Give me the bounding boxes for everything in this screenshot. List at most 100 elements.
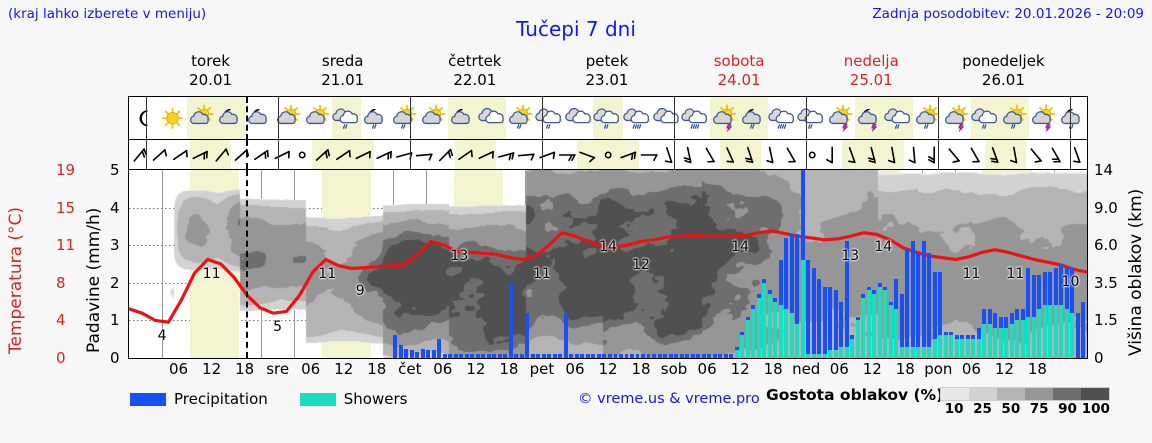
current-time-marker [246, 140, 249, 169]
precipitation-bar [795, 233, 800, 325]
precipitation-bar [619, 354, 623, 358]
x-axis-tick: 12 [598, 360, 618, 378]
wind-barb [781, 140, 801, 169]
precipitation-bar [552, 354, 557, 358]
precipitation-bar [1031, 275, 1036, 317]
precipitation-bar [877, 282, 882, 287]
cloud-height-tick: 0 [1094, 349, 1104, 367]
showers-bar [762, 282, 767, 358]
precipitation-bar [459, 354, 464, 358]
wind-barb [374, 140, 394, 169]
cloudy-light-rain-icon [796, 97, 826, 140]
showers-bar [1026, 316, 1031, 358]
precipitation-bar [756, 294, 761, 298]
precipitation-bar [740, 331, 745, 336]
precipitation-bar [641, 354, 645, 358]
x-axis-tick: 12 [202, 360, 222, 378]
precipitation-bar [492, 354, 497, 358]
cloud-density-ramp: 10 25 50 75 90 100 [940, 387, 1114, 417]
precipitation-bar [965, 335, 970, 340]
precipitation-bar [679, 354, 684, 358]
wind-barb [842, 140, 863, 169]
precipitation-bar [767, 290, 772, 295]
precipitation-bar [971, 335, 976, 340]
precipitation-bar [481, 354, 486, 358]
x-axis-tick: 06 [301, 360, 321, 378]
precipitation-bar [608, 354, 612, 358]
precipitation-bar [635, 354, 640, 358]
showers-bar [927, 346, 932, 358]
showers-bar [833, 350, 838, 358]
wind-barb [537, 140, 557, 169]
sun-partly-cloudy-icon [419, 97, 448, 140]
precipitation-bar [393, 335, 398, 358]
wind-barb [618, 140, 639, 169]
wind-barb [272, 140, 292, 169]
moon-partly-cloudy-icon [216, 97, 246, 140]
precipitation-bar [833, 290, 838, 351]
wind-barb [1067, 140, 1087, 169]
precipitation-bar [690, 354, 695, 358]
showers-bar [1009, 324, 1014, 358]
wind-barb [394, 140, 414, 169]
cloudy-icon [564, 97, 593, 140]
precipitation-bar [701, 354, 706, 358]
cloud-height-tick: 3.5 [1094, 273, 1118, 292]
precipitation-bar [470, 354, 475, 358]
day-header-sobota: sobota 24.01 [673, 52, 805, 90]
precipitation-bar [541, 354, 546, 358]
wind-barb [761, 140, 781, 169]
wind-barb [1046, 140, 1066, 169]
cloud-density-tick: 10 [944, 401, 964, 417]
precipitation-bar [866, 286, 871, 291]
precipitation-bar [1037, 275, 1042, 310]
cloud-density-ramp-step [1081, 388, 1109, 400]
x-axis-tick: pon [924, 360, 953, 378]
day-separator [542, 140, 543, 169]
cloudy-rain-icon [767, 97, 797, 140]
precipitation-axis-label: Padavine (mm/h) [84, 207, 104, 353]
showers-bar [949, 335, 954, 358]
precipitation-bar [850, 335, 855, 340]
precipitation-bar [927, 252, 932, 347]
precipitation-bar [916, 252, 921, 347]
wind-barb [659, 140, 679, 169]
sun-cloudy-light-rain-icon [913, 97, 942, 140]
precipitation-bar [745, 316, 750, 321]
day-separator [278, 97, 279, 140]
precipitation-bar [508, 282, 513, 358]
showers-bar [1053, 305, 1058, 358]
day-date: 20.01 [189, 71, 233, 89]
wind-barb [455, 140, 476, 169]
precipitation-bar [563, 312, 568, 358]
precipitation-bar [1009, 312, 1014, 325]
precipitation-bar [976, 327, 981, 340]
sun-cloudy-thunderstorm-icon [826, 97, 855, 140]
day-header-ponedeljek: ponedeljek 26.01 [937, 52, 1069, 90]
precipitation-bar [888, 301, 893, 306]
cloud-height-tick: 6.0 [1094, 236, 1118, 255]
precipitation-bar [558, 354, 563, 358]
precipitation-bar [762, 279, 767, 283]
temperature-line [129, 229, 1087, 324]
precipitation-tick: 4 [110, 198, 120, 217]
showers-bar [789, 312, 794, 358]
precipitation-bar [987, 309, 992, 325]
precipitation-bar [905, 248, 910, 347]
precipitation-bar [453, 354, 458, 358]
wind-barb [700, 140, 720, 169]
current-time-marker [246, 97, 249, 140]
precipitation-tick: 3 [110, 236, 120, 255]
wind-barb [353, 140, 374, 169]
x-axis-tick: sob [660, 360, 688, 378]
precipitation-bar [652, 354, 656, 358]
precipitation-bar [839, 301, 844, 347]
x-axis-tick: 06 [169, 360, 189, 378]
day-date: 23.01 [585, 71, 629, 89]
credit-link[interactable]: © vreme.us & vreme.pro [578, 391, 760, 407]
precipitation-tick: 0 [110, 349, 120, 367]
precipitation-bar [420, 348, 425, 358]
moon-clear-icon [129, 97, 158, 140]
showers-bar [828, 350, 833, 358]
wind-barb [985, 140, 1006, 169]
